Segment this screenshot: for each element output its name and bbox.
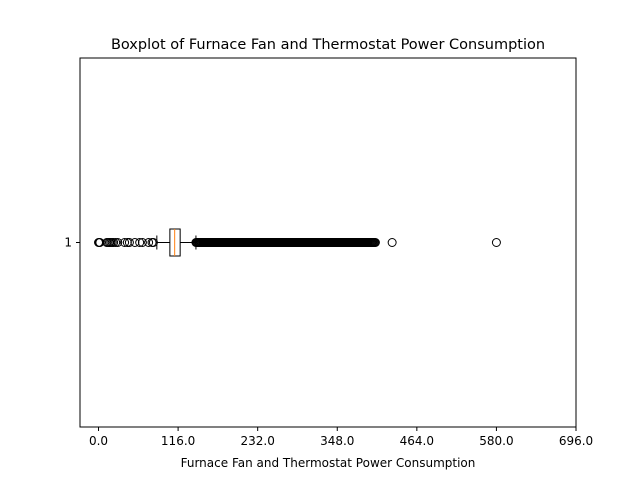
- chart-title: Boxplot of Furnace Fan and Thermostat Po…: [111, 37, 545, 53]
- outlier-point: [491, 238, 501, 247]
- outlier-point: [144, 238, 154, 247]
- outlier-point: [120, 238, 130, 247]
- x-tick-label: 0.0: [89, 434, 108, 448]
- y-tick-label: 1: [64, 236, 72, 250]
- outlier-point: [135, 238, 145, 247]
- outlier-point: [124, 238, 134, 247]
- outlier-point: [137, 238, 147, 247]
- outlier-point: [148, 238, 158, 247]
- plot-area: 0.0 116.0 232.0 348.0 464.0 580.0 696.0 1: [64, 57, 593, 448]
- x-tick-label: 464.0: [400, 434, 434, 448]
- outlier-point: [370, 238, 380, 247]
- outlier-point: [387, 238, 397, 247]
- x-tick-label: 696.0: [559, 434, 593, 448]
- x-tick-label: 348.0: [320, 434, 354, 448]
- x-tick-label: 232.0: [241, 434, 275, 448]
- outlier-point: [130, 238, 140, 247]
- x-tick-label: 116.0: [161, 434, 195, 448]
- x-axis-label: Furnace Fan and Thermostat Power Consump…: [181, 456, 476, 470]
- x-tick-label: 580.0: [479, 434, 513, 448]
- outlier-point: [113, 238, 123, 247]
